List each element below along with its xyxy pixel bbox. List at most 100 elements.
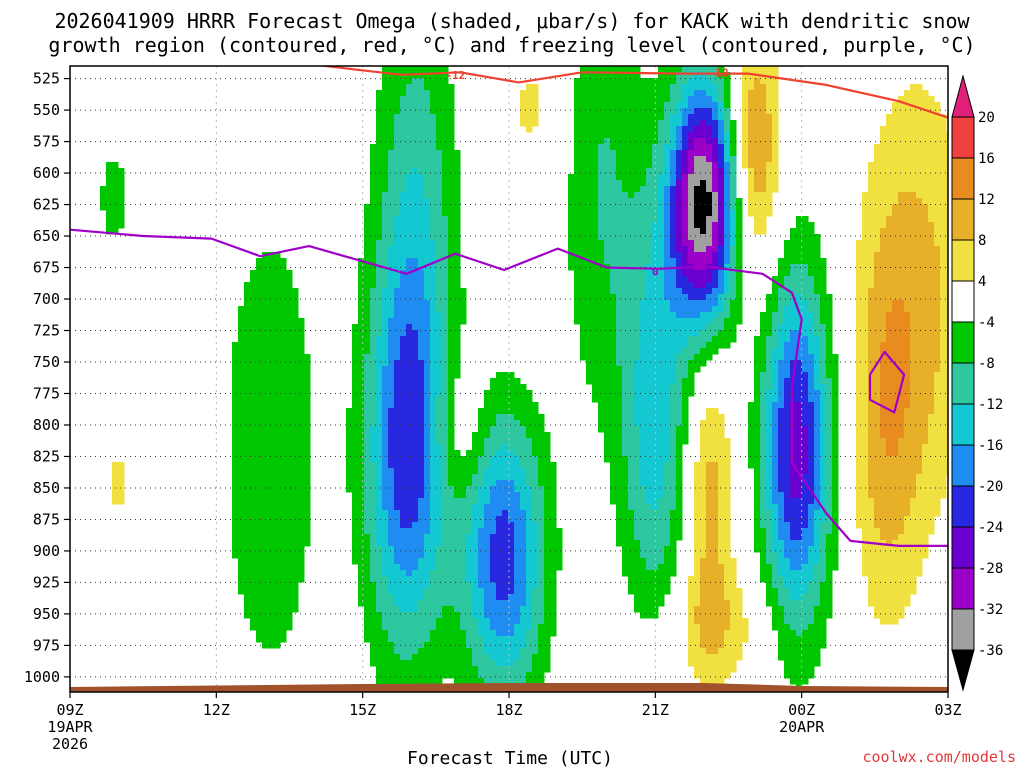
omega-cell — [502, 384, 509, 391]
omega-cell — [232, 522, 239, 529]
omega-cell — [298, 420, 305, 427]
omega-cell — [700, 228, 707, 235]
omega-cell — [298, 576, 305, 583]
omega-cell — [532, 462, 539, 469]
omega-cell — [676, 420, 683, 427]
omega-cell — [370, 450, 377, 457]
omega-cell — [406, 498, 413, 505]
omega-cell — [418, 324, 425, 331]
omega-cell — [442, 294, 449, 301]
omega-cell — [376, 390, 383, 397]
omega-cell — [676, 426, 683, 433]
omega-cell — [238, 510, 245, 517]
omega-cell — [706, 246, 713, 253]
omega-cell — [394, 540, 401, 547]
omega-cell — [424, 450, 431, 457]
omega-cell — [268, 414, 275, 421]
omega-cell — [652, 504, 659, 511]
omega-cell — [622, 186, 629, 193]
omega-cell — [544, 654, 551, 661]
omega-cell — [640, 456, 647, 463]
omega-cell — [472, 540, 479, 547]
omega-cell — [520, 432, 527, 439]
omega-cell — [496, 390, 503, 397]
omega-cell — [484, 390, 491, 397]
omega-cell — [304, 522, 311, 529]
omega-cell — [604, 336, 611, 343]
omega-cell — [262, 630, 269, 637]
omega-cell — [694, 666, 701, 673]
omega-cell — [472, 438, 479, 445]
omega-cell — [358, 558, 365, 565]
omega-cell — [358, 492, 365, 499]
omega-cell — [700, 306, 707, 313]
omega-cell — [238, 468, 245, 475]
omega-cell — [646, 414, 653, 421]
omega-cell — [394, 360, 401, 367]
omega-cell — [382, 480, 389, 487]
omega-cell — [418, 654, 425, 661]
omega-cell — [490, 648, 497, 655]
omega-cell — [412, 132, 419, 139]
omega-cell — [628, 468, 635, 475]
omega-cell — [634, 294, 641, 301]
omega-cell — [400, 222, 407, 229]
omega-cell — [706, 156, 713, 163]
omega-cell — [430, 108, 437, 115]
omega-cell — [460, 534, 467, 541]
omega-cell — [424, 336, 431, 343]
omega-cell — [694, 132, 701, 139]
omega-cell — [358, 396, 365, 403]
omega-cell — [418, 576, 425, 583]
omega-cell — [532, 504, 539, 511]
omega-cell — [580, 270, 587, 277]
omega-cell — [436, 480, 443, 487]
omega-cell — [436, 108, 443, 115]
omega-cell — [604, 348, 611, 355]
omega-cell — [514, 540, 521, 547]
omega-cell — [628, 252, 635, 259]
omega-cell — [676, 492, 683, 499]
omega-cell — [478, 528, 485, 535]
omega-cell — [472, 630, 479, 637]
omega-cell — [256, 270, 263, 277]
omega-cell — [652, 570, 659, 577]
omega-cell — [442, 486, 449, 493]
omega-cell — [388, 480, 395, 487]
omega-cell — [448, 564, 455, 571]
omega-cell — [646, 174, 653, 181]
omega-cell — [418, 186, 425, 193]
omega-cell — [646, 474, 653, 481]
omega-cell — [700, 180, 707, 187]
omega-cell — [304, 438, 311, 445]
omega-cell — [700, 282, 707, 289]
omega-cell — [592, 384, 599, 391]
omega-cell — [430, 114, 437, 121]
omega-cell — [520, 594, 527, 601]
omega-cell — [394, 276, 401, 283]
omega-cell — [520, 450, 527, 457]
omega-cell — [688, 174, 695, 181]
omega-cell — [466, 576, 473, 583]
omega-cell — [514, 426, 521, 433]
omega-cell — [628, 156, 635, 163]
omega-cell — [292, 426, 299, 433]
omega-cell — [304, 372, 311, 379]
omega-cell — [280, 426, 287, 433]
omega-cell — [664, 486, 671, 493]
omega-cell — [424, 96, 431, 103]
omega-cell — [430, 420, 437, 427]
omega-cell — [628, 144, 635, 151]
omega-cell — [610, 468, 617, 475]
omega-cell — [640, 444, 647, 451]
omega-cell — [430, 390, 437, 397]
omega-cell — [376, 642, 383, 649]
omega-cell — [628, 444, 635, 451]
omega-cell — [640, 108, 647, 115]
omega-cell — [700, 342, 707, 349]
omega-cell — [406, 540, 413, 547]
omega-cell — [382, 540, 389, 547]
omega-cell — [412, 312, 419, 319]
omega-cell — [694, 354, 701, 361]
omega-cell — [550, 492, 557, 499]
